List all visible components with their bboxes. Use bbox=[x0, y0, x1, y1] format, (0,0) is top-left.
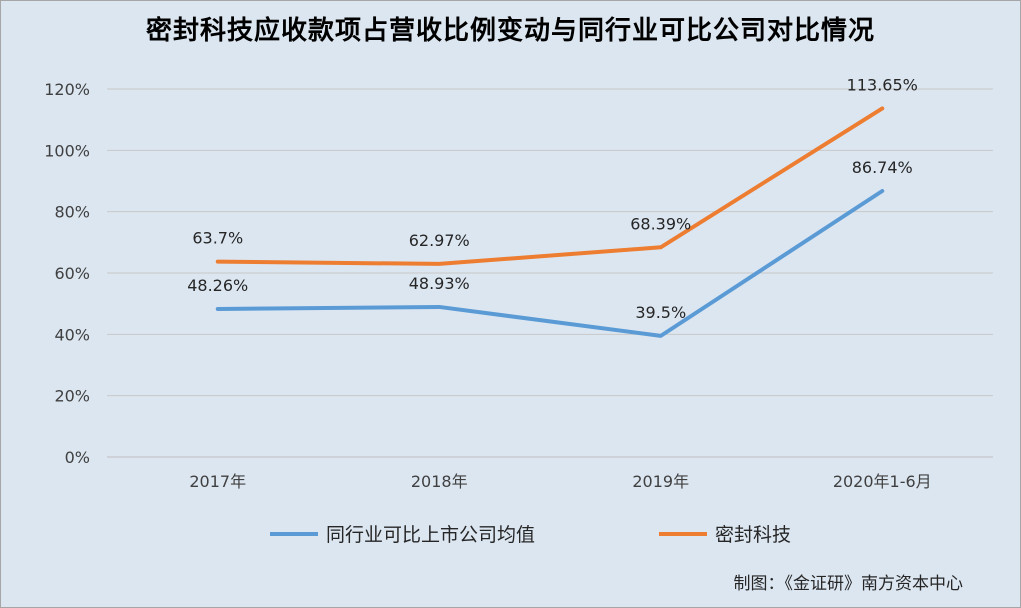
data-label: 63.7% bbox=[192, 229, 243, 248]
legend: 同行业可比上市公司均值 密封科技 bbox=[0, 520, 1021, 547]
data-label: 113.65% bbox=[847, 75, 918, 94]
series-line-company bbox=[215, 106, 885, 266]
data-label: 48.93% bbox=[409, 274, 470, 293]
source-credit: 制图：《金证研》南方资本中心 bbox=[733, 574, 964, 594]
legend-label-company: 密封科技 bbox=[715, 524, 792, 546]
x-tick-label: 2020年1-6月 bbox=[833, 472, 932, 491]
x-tick-label: 2017年 bbox=[189, 472, 246, 491]
legend-swatch-company bbox=[659, 531, 707, 536]
legend-swatch-peer bbox=[270, 531, 318, 536]
data-label: 86.74% bbox=[852, 158, 913, 177]
data-label: 48.26% bbox=[187, 276, 248, 295]
x-tick-label: 2018年 bbox=[411, 472, 468, 491]
x-tick-label: 2019年 bbox=[632, 472, 689, 491]
data-label: 68.39% bbox=[630, 214, 691, 233]
y-tick-label: 100% bbox=[44, 141, 90, 160]
legend-label-peer: 同行业可比上市公司均值 bbox=[326, 524, 536, 546]
chart-title: 密封科技应收款项占营收比例变动与同行业可比公司对比情况 bbox=[145, 16, 875, 46]
y-tick-label: 40% bbox=[54, 325, 90, 344]
y-tick-label: 20% bbox=[54, 387, 90, 406]
data-label: 62.97% bbox=[409, 231, 470, 250]
series-line-peer bbox=[215, 188, 885, 338]
y-tick-label: 60% bbox=[54, 264, 90, 283]
y-tick-label: 120% bbox=[44, 80, 90, 99]
y-tick-label: 0% bbox=[65, 448, 90, 467]
legend-item-peer: 同行业可比上市公司均值 bbox=[270, 520, 535, 547]
legend-item-company: 密封科技 bbox=[659, 520, 791, 547]
y-tick-label: 80% bbox=[54, 203, 90, 222]
data-label: 39.5% bbox=[635, 303, 686, 322]
